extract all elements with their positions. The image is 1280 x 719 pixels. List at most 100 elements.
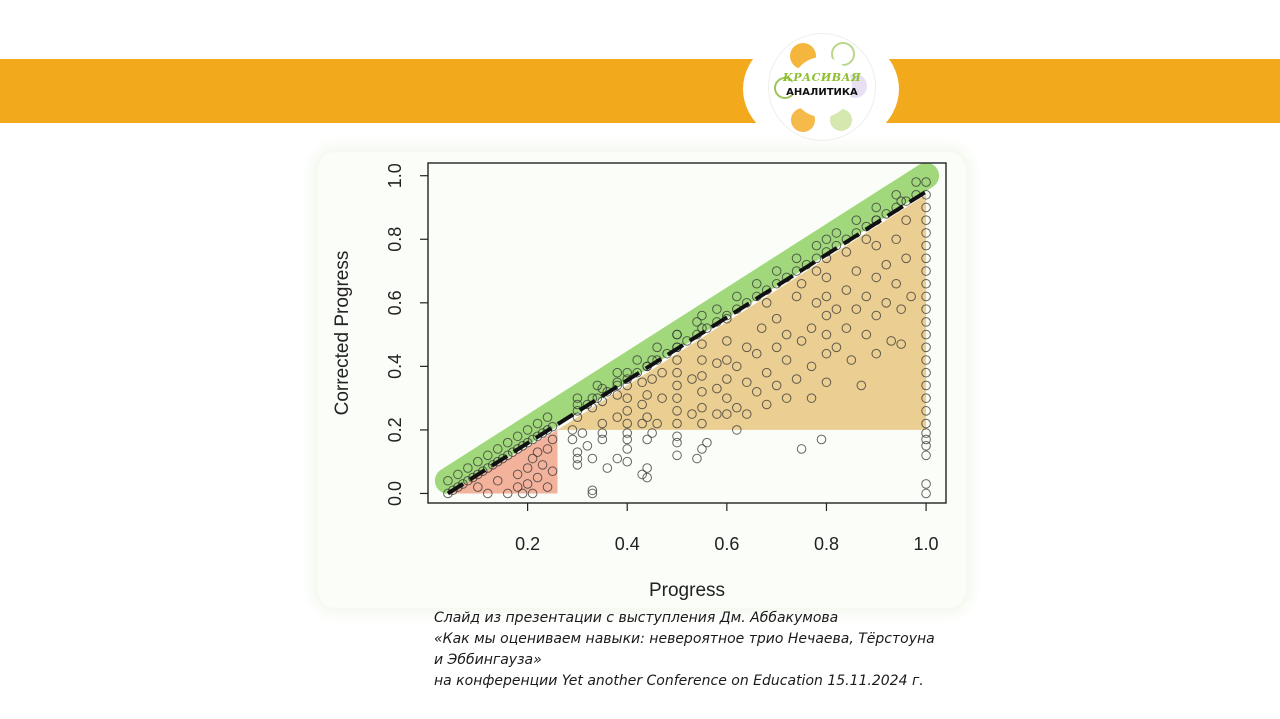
data-point-197 [891,234,901,245]
data-point-55 [572,460,583,470]
data-point-219 [921,228,931,238]
data-point-83 [921,488,931,499]
data-point-181 [846,355,857,365]
data-point-93 [597,418,608,429]
data-point-114 [657,367,667,378]
data-point-182 [851,304,862,314]
data-point-215 [921,278,931,289]
data-point-163 [806,393,817,403]
data-point-269 [771,266,782,276]
data-point-156 [781,393,792,403]
data-point-32 [542,412,553,423]
plot-frame [427,162,947,504]
logo: КРАСИВАЯ АНАЛИТИКА [768,33,876,141]
data-point-85 [921,450,931,461]
data-point-138 [722,374,732,384]
data-point-110 [647,374,657,384]
data-point-2 [453,482,463,492]
data-point-134 [712,383,722,394]
data-point-90 [572,399,583,410]
data-point-267 [732,291,742,302]
x-tick-label-0: 0.2 [515,534,540,554]
logo-text-top: КРАСИВАЯ [782,71,862,84]
data-point-275 [891,189,901,200]
logo-petals-icon [774,42,867,132]
data-point-248 [811,253,822,264]
data-point-81 [796,444,807,454]
data-point-204 [921,418,931,429]
data-point-169 [821,348,832,359]
data-point-226 [592,393,603,403]
data-point-69 [637,469,647,480]
data-point-97 [612,390,623,400]
data-point-63 [602,463,613,473]
data-point-165 [806,323,817,334]
data-point-82 [816,434,827,445]
data-point-23 [453,469,463,480]
x-tick-label-3: 0.8 [814,534,839,554]
data-point-145 [741,377,752,388]
data-point-39 [522,463,533,473]
data-point-98 [612,377,623,388]
data-point-73 [647,428,657,438]
caption-line-2: «Как мы оцениваем навыки: невероятное тр… [434,631,935,647]
data-point-183 [851,266,862,276]
data-point-105 [637,399,647,410]
data-point-79 [702,437,712,448]
data-point-130 [697,339,707,349]
data-point-198 [896,339,906,349]
data-point-124 [687,374,697,384]
logo-text-bottom: АНАЛИТИКА [786,87,858,98]
y-tick-label-2: 0.4 [385,354,405,379]
data-point-67 [622,434,633,445]
data-point-78 [697,444,707,454]
data-point-38 [512,482,523,492]
data-point-47 [547,466,558,477]
caption-line-3: и Эббингауза» [434,652,542,668]
data-point-136 [722,409,732,419]
data-point-6 [473,469,483,480]
data-point-150 [761,399,772,410]
caption: Слайд из презентации с выступления Дм. А… [434,608,954,692]
data-point-46 [542,444,553,454]
data-point-265 [692,317,702,327]
data-point-237 [702,323,712,334]
data-point-62 [597,428,608,438]
data-point-24 [463,463,473,473]
data-point-103 [622,367,633,378]
data-point-89 [572,412,583,423]
data-point-175 [821,234,832,245]
data-point-125 [697,418,707,429]
data-point-217 [921,253,931,264]
data-point-276 [911,177,921,187]
data-point-41 [527,453,538,464]
data-point-140 [722,336,732,346]
data-point-164 [806,361,817,372]
data-point-106 [637,377,647,388]
data-point-29 [512,431,523,442]
data-point-53 [572,447,583,457]
data-point-116 [672,406,682,416]
data-point-153 [771,380,782,391]
data-point-180 [841,247,852,257]
data-point-30 [522,425,533,435]
data-point-195 [886,336,897,346]
data-point-154 [771,342,782,353]
data-point-271 [811,240,822,251]
data-point-260 [592,380,603,391]
data-point-80 [732,425,742,435]
data-point-113 [657,393,667,403]
data-point-152 [761,298,772,308]
data-point-119 [672,367,682,378]
data-point-191 [871,240,882,251]
data-point-210 [921,342,931,353]
data-point-72 [642,434,652,445]
data-point-268 [751,278,762,289]
data-point-58 [587,485,598,496]
data-point-161 [796,336,807,346]
data-point-120 [672,355,682,365]
data-point-56 [577,428,588,438]
data-point-185 [861,329,872,340]
data-point-115 [672,418,682,429]
data-point-117 [672,393,682,403]
